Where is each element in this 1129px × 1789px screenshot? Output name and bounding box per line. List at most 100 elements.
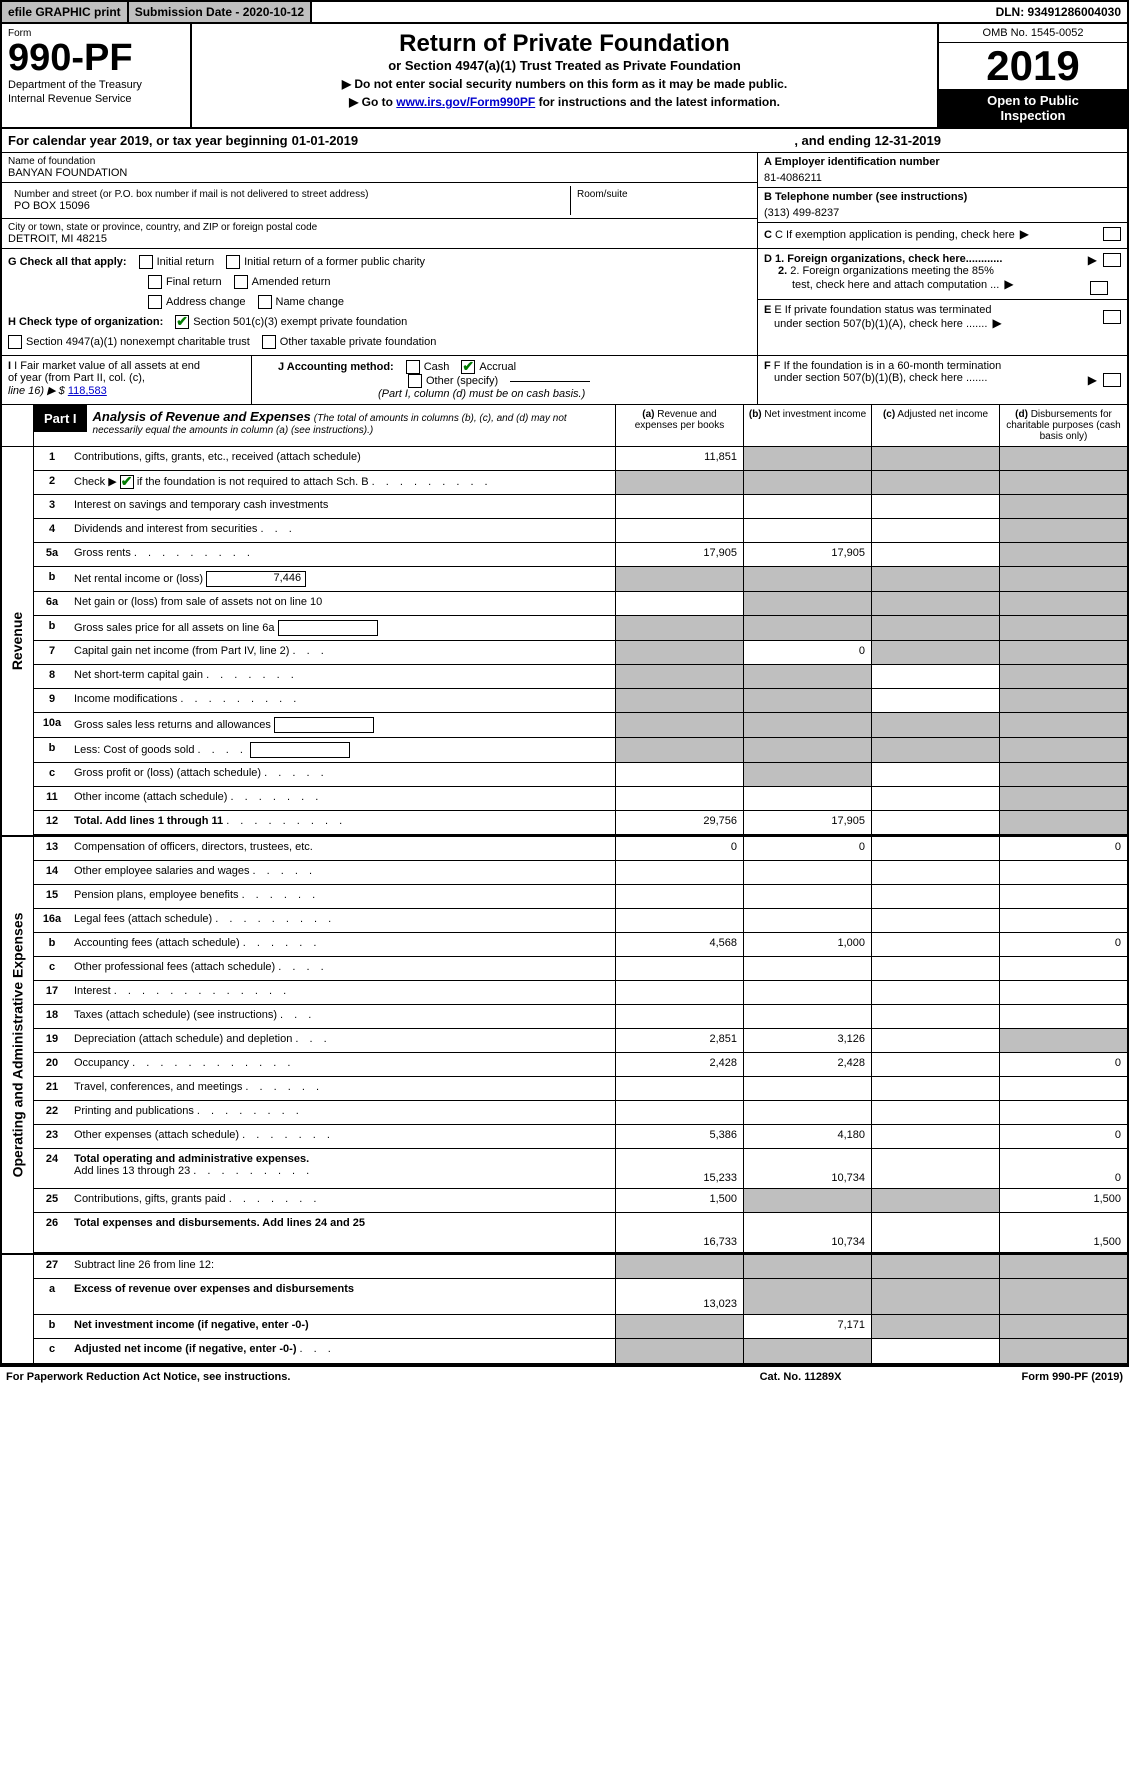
e-checkbox[interactable] bbox=[1103, 310, 1121, 324]
g-address-change[interactable] bbox=[148, 295, 162, 309]
f-checkbox[interactable] bbox=[1103, 373, 1121, 387]
year-end: 12-31-2019 bbox=[875, 133, 942, 148]
row-17: 17Interest . . . . . . . . . . . . . bbox=[34, 981, 1127, 1005]
identity-block: Name of foundation BANYAN FOUNDATION Num… bbox=[2, 153, 1127, 249]
5b-box: 7,446 bbox=[206, 571, 306, 587]
phone-value: (313) 499-8237 bbox=[764, 207, 1121, 219]
row-27a: aExcess of revenue over expenses and dis… bbox=[34, 1279, 1127, 1315]
dln-label: DLN: 93491286004030 bbox=[990, 2, 1127, 22]
row-19: 19Depreciation (attach schedule) and dep… bbox=[34, 1029, 1127, 1053]
foundation-name: BANYAN FOUNDATION bbox=[8, 167, 751, 179]
row-20: 20Occupancy . . . . . . . . . . . .2,428… bbox=[34, 1053, 1127, 1077]
row-5b: bNet rental income or (loss) 7,446 bbox=[34, 567, 1127, 592]
row-16b: bAccounting fees (attach schedule) . . .… bbox=[34, 933, 1127, 957]
year-begin: 01-01-2019 bbox=[292, 133, 359, 148]
row-24: 24Total operating and administrative exp… bbox=[34, 1149, 1127, 1189]
year-end-group: , and ending 12-31-2019 bbox=[794, 133, 941, 148]
paperwork-notice: For Paperwork Reduction Act Notice, see … bbox=[6, 1371, 760, 1383]
g-final-return[interactable] bbox=[148, 275, 162, 289]
expense-table: Operating and Administrative Expenses 13… bbox=[2, 835, 1127, 1253]
phone-cell: B Telephone number (see instructions) (3… bbox=[758, 188, 1127, 223]
h-501c3[interactable] bbox=[175, 315, 189, 329]
h-other-taxable[interactable] bbox=[262, 335, 276, 349]
dept-treasury: Department of the Treasury bbox=[8, 79, 184, 91]
g-name-change[interactable] bbox=[258, 295, 272, 309]
g-h-block: G Check all that apply: Initial return I… bbox=[2, 249, 1127, 356]
identity-right: A Employer identification number 81-4086… bbox=[757, 153, 1127, 248]
footer: For Paperwork Reduction Act Notice, see … bbox=[0, 1365, 1129, 1387]
identity-left: Name of foundation BANYAN FOUNDATION Num… bbox=[2, 153, 757, 248]
e-row: E E If private foundation status was ter… bbox=[758, 300, 1127, 334]
omb-number: OMB No. 1545-0052 bbox=[939, 24, 1127, 43]
city-cell: City or town, state or province, country… bbox=[2, 219, 757, 248]
row-22: 22Printing and publications . . . . . . … bbox=[34, 1101, 1127, 1125]
row-27c: cAdjusted net income (if negative, enter… bbox=[34, 1339, 1127, 1363]
g-initial-return[interactable] bbox=[139, 255, 153, 269]
open-to-public: Open to Public Inspection bbox=[939, 89, 1127, 127]
row-27b: bNet investment income (if negative, ent… bbox=[34, 1315, 1127, 1339]
row-10c: cGross profit or (loss) (attach schedule… bbox=[34, 763, 1127, 787]
row-15: 15Pension plans, employee benefits . . .… bbox=[34, 885, 1127, 909]
goto-note: ▶ Go to www.irs.gov/Form990PF for instru… bbox=[198, 95, 931, 109]
i-block: I I Fair market value of all assets at e… bbox=[2, 356, 252, 404]
ein-value: 81-4086211 bbox=[764, 172, 1121, 184]
row-2: 2Check ▶ if the foundation is not requir… bbox=[34, 471, 1127, 495]
expense-side-label: Operating and Administrative Expenses bbox=[2, 837, 34, 1253]
part1-label: Part I bbox=[34, 405, 87, 432]
row-13: 13Compensation of officers, directors, t… bbox=[34, 837, 1127, 861]
sch-b-checkbox[interactable] bbox=[120, 475, 134, 489]
g-initial-former[interactable] bbox=[226, 255, 240, 269]
form-container: efile GRAPHIC print Submission Date - 20… bbox=[0, 0, 1129, 1365]
j-other[interactable] bbox=[408, 374, 422, 388]
h-row: H Check type of organization: Section 50… bbox=[8, 315, 751, 329]
col-d-header: (d) Disbursements for charitable purpose… bbox=[999, 405, 1127, 446]
part1-title: Analysis of Revenue and Expenses (The to… bbox=[87, 405, 615, 446]
g-amended-return[interactable] bbox=[234, 275, 248, 289]
i-j-f-row: I I Fair market value of all assets at e… bbox=[2, 356, 1127, 405]
street-value: PO BOX 15096 bbox=[14, 200, 564, 212]
d2-checkbox[interactable] bbox=[1090, 281, 1108, 295]
header-center: Return of Private Foundation or Section … bbox=[192, 24, 937, 127]
top-bar: efile GRAPHIC print Submission Date - 20… bbox=[2, 2, 1127, 24]
room-label: Room/suite bbox=[577, 189, 745, 200]
cat-no: Cat. No. 11289X bbox=[760, 1371, 842, 1383]
c-pending: C C If exemption application is pending,… bbox=[758, 223, 1127, 245]
check-left: G Check all that apply: Initial return I… bbox=[2, 249, 757, 355]
d-row: D 1. Foreign organizations, check here..… bbox=[758, 249, 1127, 300]
row-23: 23Other expenses (attach schedule) . . .… bbox=[34, 1125, 1127, 1149]
d1-checkbox[interactable] bbox=[1103, 253, 1121, 267]
ssn-note: ▶ Do not enter social security numbers o… bbox=[198, 77, 931, 91]
form-number: 990-PF bbox=[8, 39, 184, 77]
row-12: 12Total. Add lines 1 through 11 . . . . … bbox=[34, 811, 1127, 835]
row-16a: 16aLegal fees (attach schedule) . . . . … bbox=[34, 909, 1127, 933]
row-9: 9Income modifications . . . . . . . . . bbox=[34, 689, 1127, 713]
row-8: 8Net short-term capital gain . . . . . .… bbox=[34, 665, 1127, 689]
row-18: 18Taxes (attach schedule) (see instructi… bbox=[34, 1005, 1127, 1029]
col-a-header: (a) Revenue and expenses per books bbox=[615, 405, 743, 446]
name-cell: Name of foundation BANYAN FOUNDATION bbox=[2, 153, 757, 183]
irs-link[interactable]: www.irs.gov/Form990PF bbox=[396, 95, 535, 109]
j-accrual[interactable] bbox=[461, 360, 475, 374]
row-1: 1Contributions, gifts, grants, etc., rec… bbox=[34, 447, 1127, 471]
h-4947[interactable] bbox=[8, 335, 22, 349]
form-subtitle: or Section 4947(a)(1) Trust Treated as P… bbox=[198, 58, 931, 73]
row-16c: cOther professional fees (attach schedul… bbox=[34, 957, 1127, 981]
efile-print-button[interactable]: efile GRAPHIC print bbox=[2, 2, 129, 22]
row-26: 26Total expenses and disbursements. Add … bbox=[34, 1213, 1127, 1253]
c-checkbox[interactable] bbox=[1103, 227, 1121, 241]
i-value: 118,583 bbox=[68, 385, 107, 397]
6b-box bbox=[278, 620, 378, 636]
row-10b: bLess: Cost of goods sold . . . . bbox=[34, 738, 1127, 763]
j-cash[interactable] bbox=[406, 360, 420, 374]
revenue-table: Revenue 1Contributions, gifts, grants, e… bbox=[2, 447, 1127, 835]
street-row: Number and street (or P.O. box number if… bbox=[2, 183, 757, 219]
header-right: OMB No. 1545-0052 2019 Open to Public In… bbox=[937, 24, 1127, 127]
form-ref: Form 990-PF (2019) bbox=[1022, 1371, 1123, 1383]
part1-header: Part I Analysis of Revenue and Expenses … bbox=[2, 405, 1127, 447]
row-4: 4Dividends and interest from securities … bbox=[34, 519, 1127, 543]
10a-box bbox=[274, 717, 374, 733]
form-title: Return of Private Foundation bbox=[198, 30, 931, 58]
row-5a: 5aGross rents . . . . . . . . .17,90517,… bbox=[34, 543, 1127, 567]
tax-year: 2019 bbox=[939, 43, 1127, 89]
row-6b: bGross sales price for all assets on lin… bbox=[34, 616, 1127, 641]
